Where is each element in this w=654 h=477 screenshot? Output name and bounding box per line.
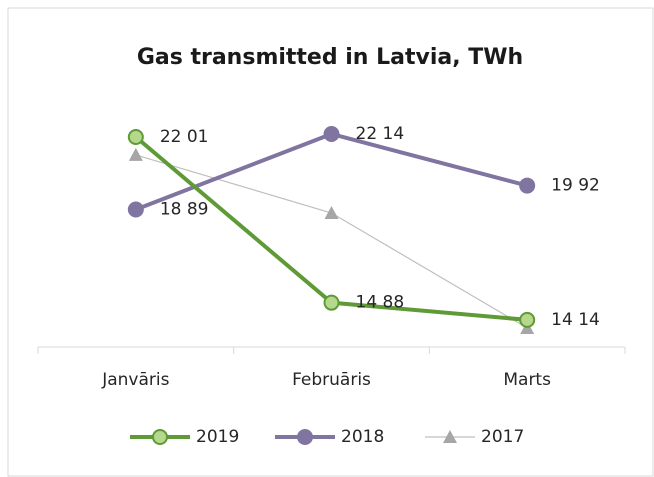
marker (323, 126, 340, 142)
data-label: 19 92 (551, 176, 600, 196)
data-label: 14 14 (551, 310, 600, 330)
marker (127, 129, 144, 146)
data-label: 22 01 (160, 127, 209, 147)
marker (324, 205, 339, 219)
marker (519, 311, 536, 328)
marker (127, 201, 144, 218)
legend-label: 2018 (341, 427, 384, 447)
legend-label: 2017 (481, 427, 524, 447)
data-label: 14 88 (356, 293, 405, 313)
marker (152, 429, 168, 445)
marker (519, 177, 536, 194)
x-tick-label: Janvāris (101, 370, 169, 390)
marker (443, 430, 457, 443)
chart-title: Gas transmitted in Latvia, TWh (137, 45, 523, 70)
x-tick-label: Februāris (292, 370, 371, 390)
x-tick-label: Marts (503, 370, 551, 390)
legend-label: 2019 (196, 427, 239, 447)
data-label: 18 89 (160, 200, 209, 220)
marker (323, 294, 340, 311)
marker (297, 429, 313, 445)
marker (128, 147, 143, 161)
data-label: 22 14 (356, 124, 405, 144)
chart-frame (7, 7, 654, 477)
